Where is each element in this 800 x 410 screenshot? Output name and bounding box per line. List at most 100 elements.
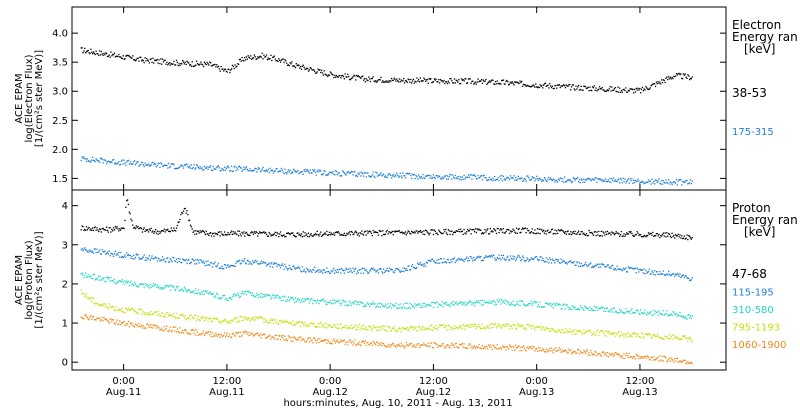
data-point [544,178,547,180]
data-point [510,325,512,327]
data-point [409,81,411,84]
data-point [520,177,522,179]
data-point [202,65,205,68]
data-point [364,304,366,306]
data-point [181,165,184,167]
data-point [379,79,381,81]
data-point [155,286,158,289]
data-point [539,347,541,349]
data-point [216,334,218,336]
data-point [480,175,482,177]
data-point [81,247,83,250]
data-point [158,327,160,329]
data-point [367,329,369,331]
data-point [139,164,141,166]
data-point [626,91,628,93]
data-point [220,231,222,233]
data-point [503,232,505,234]
data-point [318,69,320,72]
data-point [586,307,588,310]
data-point [594,334,596,336]
data-point [319,169,321,171]
data-point [366,328,368,331]
data-point [603,351,605,354]
data-point [109,319,111,321]
data-point [410,307,412,309]
data-point [124,162,126,164]
data-point [142,325,144,327]
data-point [481,232,484,234]
data-point [80,289,82,291]
data-point [534,180,536,182]
data-point [444,261,446,263]
data-point [343,301,345,303]
data-point [279,170,281,172]
data-point [151,162,153,164]
data-point [528,177,530,179]
data-point [576,177,578,180]
data-point [330,270,332,272]
data-point [445,175,447,177]
data-point [190,329,193,331]
data-point [485,177,487,179]
data-point [148,287,151,289]
data-point [595,265,597,267]
data-point [646,181,648,183]
data-point [284,335,286,337]
data-point [562,329,564,331]
data-point [105,281,107,283]
data-point [357,172,359,175]
data-point [566,330,568,332]
data-point [520,260,522,262]
data-point [111,279,113,282]
data-point [137,286,139,288]
data-point [310,297,312,300]
data-point [541,349,543,352]
data-point [118,251,120,254]
data-point [441,80,443,82]
data-point [524,305,526,307]
data-point [147,60,150,62]
data-point [382,328,384,330]
data-point [568,348,570,350]
data-point [604,234,606,236]
data-point [563,261,566,263]
data-point [146,313,148,315]
data-point [282,58,284,60]
data-point [497,176,499,179]
data-point [405,234,408,236]
data-point [652,182,654,184]
data-point [629,335,631,337]
data-point [230,68,233,70]
data-point [522,180,524,183]
data-point [674,313,677,315]
data-point [117,281,119,284]
data-point [195,60,198,62]
data-point [249,334,251,336]
data-point [683,181,686,184]
data-point [676,337,679,339]
data-point [236,65,238,67]
data-point [499,175,501,177]
data-point [287,335,290,337]
data-point [424,175,427,177]
data-point [475,231,477,234]
data-point [313,269,315,271]
data-point [671,232,673,234]
data-point [341,340,343,343]
data-point [476,256,478,258]
data-point [486,83,488,86]
data-point [294,297,297,299]
data-point [672,311,674,313]
data-point [344,304,346,306]
data-point [579,233,581,235]
data-point [592,87,595,89]
data-point [660,313,663,316]
data-point [470,256,472,258]
data-point [359,76,361,78]
data-point [596,355,598,357]
data-point [264,318,266,320]
data-point [401,231,403,233]
data-point [549,347,551,350]
data-point [522,324,524,326]
